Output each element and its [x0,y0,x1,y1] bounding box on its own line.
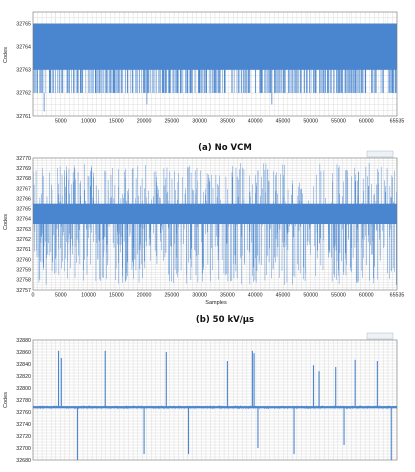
y-tick-label: 32880 [16,338,31,344]
y-tick-label: 32766 [16,196,31,202]
chart-b-xlabel: Samples [205,300,227,306]
chart-a-group: 32761 32762 32763 32764 32765 5000 10000 15000 2… [16,11,405,125]
x-tick-label: 55000 [331,293,346,299]
y-tick-label: 32769 [16,166,31,172]
y-tick-label: 32767 [16,186,31,192]
x-tick-label: 10000 [81,293,96,299]
x-tick-label: 50000 [303,293,318,299]
x-tick-label: 15000 [109,119,124,125]
x-tick-label: 10000 [81,119,96,125]
y-tick-label: 32758 [16,278,31,284]
y-tick-label: 32840 [16,362,31,368]
x-tick-label: 20000 [137,119,152,125]
y-tick-label: 32760 [16,410,31,416]
chart-b-ylabel: Codes [3,214,9,230]
chart-a-caption: (a) No VCM [198,143,252,153]
y-tick-label: 32759 [16,267,31,273]
toolbar-box [366,332,394,340]
x-tick-label: 5000 [55,119,67,125]
y-tick-label: 32820 [16,374,31,380]
y-tick-label: 32768 [16,176,31,182]
x-tick-label: 20000 [137,293,152,299]
y-tick-label: 32757 [16,288,31,294]
y-tick-label: 32780 [16,398,31,404]
x-tick-label: 65535 [390,293,405,299]
series-trace [33,350,397,460]
toolbar-icon [366,332,394,340]
y-tick-label: 32770 [16,156,31,162]
x-tick-label: 25000 [164,119,179,125]
dense-band [33,203,397,224]
chart-b-group: 32757 32758 32759 32760 32761 32762 32763 32764… [16,150,405,299]
y-tick-label: 32740 [16,422,31,428]
chart-a-ylabel: Codes [3,47,9,63]
plot-frame [32,11,398,117]
y-tick-label: 32765 [16,21,31,27]
x-tick-label: 5000 [55,293,67,299]
x-tick-label: 30000 [192,293,207,299]
y-tick-label: 32763 [16,227,31,233]
x-tick-label: 50000 [303,119,318,125]
y-tick-label: 32763 [16,68,31,74]
series-trace [33,163,397,285]
y-tick-label: 32720 [16,434,31,440]
y-tick-label: 32800 [16,386,31,392]
x-tick-label: 30000 [192,119,207,125]
x-tick-label: 55000 [331,119,346,125]
x-tick-label: 65535 [390,119,405,125]
chart-c-group: 32680 32700 32720 32740 32760 32780 32800 32820… [16,332,398,464]
x-tick-label: 40000 [248,119,263,125]
x-tick-label: 15000 [109,293,124,299]
plot-frame [32,339,398,461]
x-tick-label: 45000 [276,293,291,299]
toolbar-icon [366,150,394,158]
x-tick-label: 25000 [164,293,179,299]
series-trace [33,12,397,112]
y-tick-label: 32760 [16,257,31,263]
dense-band [33,23,397,70]
y-tick-label: 32762 [16,91,31,97]
y-tick-label: 32761 [16,114,31,120]
toolbar-box [366,150,394,158]
y-tick-label: 32761 [16,247,31,253]
chart-c-ylabel: Codes [3,392,9,408]
x-tick-label: 35000 [220,293,235,299]
y-tick-label: 32764 [16,217,31,223]
plot-frame [32,157,398,291]
x-tick-label: 60000 [359,293,374,299]
x-tick-label: 60000 [359,119,374,125]
x-tick-label: 40000 [248,293,263,299]
y-tick-label: 32700 [16,446,31,452]
y-tick-label: 32764 [16,44,31,50]
x-tick-label: 45000 [276,119,291,125]
x-tick-label: 35000 [220,119,235,125]
x-tick-label: 0 [32,293,35,299]
y-tick-label: 32765 [16,207,31,213]
y-tick-label: 32680 [16,458,31,464]
y-tick-label: 32762 [16,237,31,243]
y-tick-label: 32860 [16,350,31,356]
chart-b-caption: (b) 50 kV/μs [196,315,254,325]
